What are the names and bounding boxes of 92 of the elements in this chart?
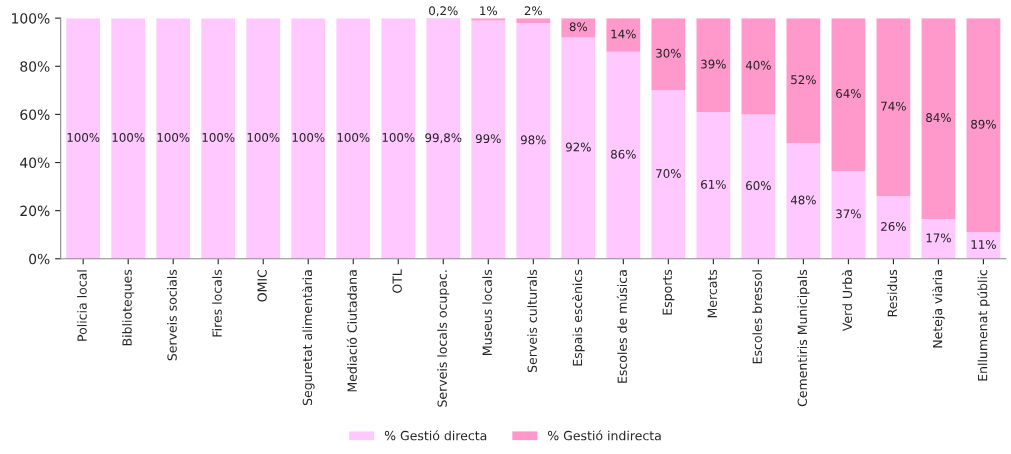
x-tick-label: Mercats: [707, 269, 717, 318]
x-tick-label: Fires locals: [212, 269, 222, 337]
data-label: 8%: [569, 22, 588, 32]
data-label: 26%: [881, 222, 906, 231]
bar: [381, 18, 416, 259]
x-tick-label: Esports: [662, 269, 675, 315]
data-label: 84%: [926, 113, 951, 123]
bar: [831, 18, 866, 171]
data-label: 100%: [247, 132, 280, 142]
legend-label: % Gestió indirecta: [547, 430, 661, 441]
bar: [201, 18, 236, 259]
bar: [696, 18, 731, 112]
bar: [246, 18, 281, 259]
bar: [156, 18, 191, 259]
x-tick-label: Biblioteques: [122, 269, 135, 346]
data-label: 100%: [337, 132, 370, 142]
data-label: 0,2%: [429, 6, 458, 17]
x-tick-label: Serveis locals ocupac.: [437, 270, 450, 407]
bar: [66, 18, 101, 259]
y-tick-label: 100%: [12, 13, 50, 24]
y-tick-label: 40%: [20, 157, 50, 169]
y-tick-label: 0%: [29, 253, 50, 265]
legend-label: % Gestió directa: [384, 430, 487, 441]
bar: [651, 90, 686, 259]
bar: [336, 18, 371, 259]
x-tick-label: Policia local: [77, 270, 87, 341]
x-tick-label: Serveis socials: [167, 269, 177, 361]
data-label: 1%: [480, 6, 497, 16]
bar: [471, 20, 506, 259]
data-label: 100%: [202, 132, 235, 142]
x-tick-label: OMIC: [257, 269, 267, 302]
data-label: 2%: [524, 6, 543, 16]
data-label: 99%: [475, 134, 501, 144]
data-label: 40%: [745, 60, 771, 70]
x-tick-label: Seguretat alimentària: [301, 270, 315, 406]
data-label: 61%: [701, 179, 726, 189]
data-label: 64%: [836, 89, 861, 98]
x-tick-label: Museus locals: [482, 269, 492, 355]
data-label: 100%: [157, 132, 190, 142]
x-tick-label: Neteja viària: [932, 270, 945, 348]
x-tick-label: Serveis culturals: [527, 269, 537, 373]
x-tick-label: OTL: [392, 269, 402, 293]
bar: [111, 18, 146, 259]
data-label: 100%: [112, 132, 145, 142]
bar: [426, 18, 461, 259]
x-tick-label: Escoles de música: [616, 270, 627, 383]
x-tick-label: Enllumenat públic: [977, 269, 990, 381]
data-label: 92%: [565, 142, 591, 152]
bar: [876, 18, 911, 197]
data-label: 30%: [656, 48, 681, 58]
bar: [606, 18, 641, 52]
bar: [696, 112, 731, 259]
data-label: 52%: [791, 75, 816, 85]
data-label: 14%: [611, 29, 636, 39]
data-label: 17%: [926, 233, 951, 243]
y-tick-label: 20%: [20, 205, 50, 217]
bar: [786, 18, 821, 144]
bar: [786, 143, 821, 259]
x-tick-label: Verd Urbà: [841, 270, 853, 332]
y-tick-label: 60%: [20, 109, 50, 120]
x-tick-label: Mediació Ciutadana: [346, 270, 357, 392]
data-label: 86%: [611, 149, 636, 159]
data-label: 39%: [701, 59, 726, 69]
y-tick-label: 80%: [20, 61, 50, 72]
data-label: 100%: [292, 132, 325, 142]
bar: [291, 18, 326, 259]
data-label: 100%: [67, 132, 100, 142]
data-label: 100%: [382, 132, 415, 142]
data-label: 60%: [746, 181, 771, 191]
bar: [516, 22, 551, 259]
bar: [651, 18, 686, 91]
data-label: 11%: [971, 240, 996, 249]
data-label: 48%: [790, 195, 816, 205]
x-tick-label: Escoles bressol: [752, 270, 762, 364]
data-label: 98%: [520, 135, 546, 145]
bar: [741, 18, 776, 115]
data-label: 89%: [971, 119, 996, 129]
bar: [966, 18, 1001, 233]
bar: [831, 170, 866, 259]
bar: [561, 37, 596, 259]
bar: [921, 219, 956, 259]
data-label: 99,8%: [425, 133, 462, 144]
x-tick-label: Residus: [887, 269, 898, 317]
data-label: 37%: [836, 209, 861, 219]
bar: [741, 114, 776, 259]
bar: [921, 18, 956, 220]
x-tick-label: Espais escènics: [572, 269, 585, 366]
data-label: 74%: [881, 101, 906, 111]
x-tick-label: Cementiris Municipals: [797, 269, 810, 407]
bar: [606, 51, 641, 259]
data-label: 70%: [656, 169, 681, 178]
bar: [876, 196, 911, 259]
